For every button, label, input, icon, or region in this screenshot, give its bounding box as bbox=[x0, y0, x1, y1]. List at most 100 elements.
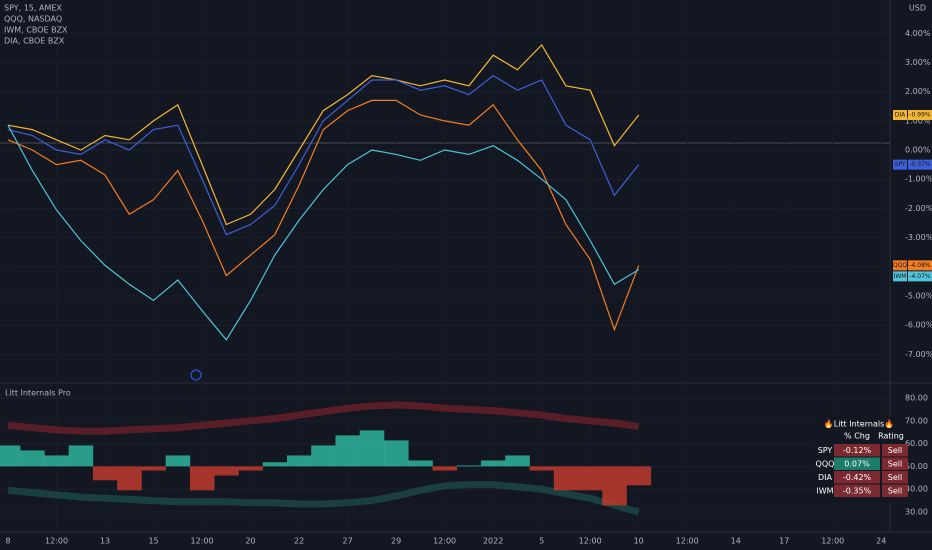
band-line bbox=[7, 401, 640, 435]
histogram-bar bbox=[432, 466, 458, 471]
indicator-title: Litt Internals Pro bbox=[5, 389, 71, 398]
table-header: Rating bbox=[878, 432, 904, 441]
legend-entry: DIA, CBOE BZX bbox=[4, 37, 65, 46]
histogram-bar bbox=[383, 440, 409, 467]
x-tick-label: 5 bbox=[539, 537, 544, 546]
histogram-bar bbox=[0, 445, 21, 467]
table-cell-bg bbox=[834, 457, 880, 470]
histogram-bar bbox=[626, 466, 652, 486]
x-tick-label: 20 bbox=[245, 537, 255, 546]
badge-value: -0.99% bbox=[909, 112, 931, 119]
badge-name-bg bbox=[893, 260, 907, 271]
axis-unit: USD bbox=[909, 4, 926, 13]
y-tick-label: -5.00% bbox=[905, 292, 932, 301]
histogram-bar bbox=[335, 435, 361, 467]
badge-value-bg bbox=[908, 159, 932, 170]
table-cell: QQQ bbox=[816, 460, 835, 469]
x-tick-label: 12:00 bbox=[579, 537, 602, 546]
legend-entry: SPY, 15, AMEX bbox=[4, 4, 62, 13]
histogram-bar bbox=[20, 450, 45, 467]
x-tick-label: 13 bbox=[100, 537, 110, 546]
x-tick-label: 17 bbox=[779, 537, 789, 546]
histogram-bar bbox=[578, 466, 603, 491]
x-tick-label: 24 bbox=[876, 537, 886, 546]
histogram-bar bbox=[44, 455, 69, 467]
series-line bbox=[7, 99, 640, 332]
table-cell-bg bbox=[882, 484, 908, 497]
histogram-bar bbox=[92, 466, 118, 481]
histogram-bar bbox=[456, 465, 482, 467]
table-cell: Sell bbox=[888, 446, 902, 455]
price-badge: DIA -0.99% bbox=[893, 110, 932, 121]
histogram-bar bbox=[529, 466, 555, 471]
x-tick-label: 14 bbox=[731, 537, 741, 546]
y-tick-label: -3.00% bbox=[905, 233, 932, 242]
histogram-bar bbox=[553, 466, 579, 491]
table-cell: DIA bbox=[818, 473, 833, 482]
badge-name-bg bbox=[893, 110, 907, 121]
dividend-marker bbox=[190, 369, 202, 381]
table-cell-bg bbox=[882, 457, 908, 470]
y-tick-label: 1.00% bbox=[905, 116, 931, 125]
table-cell: Sell bbox=[888, 460, 902, 469]
histogram-bar bbox=[286, 455, 312, 467]
y-tick-label: -6.00% bbox=[905, 321, 932, 330]
table-cell: -0.12% bbox=[843, 446, 872, 455]
table-cell: IWM bbox=[816, 487, 833, 496]
y-tick-label: 50.00 bbox=[905, 462, 928, 471]
histogram-bar bbox=[214, 466, 239, 476]
band-line bbox=[7, 481, 640, 516]
table-cell-bg bbox=[834, 444, 880, 457]
histogram-bar bbox=[359, 430, 385, 467]
table-cell: 0.07% bbox=[844, 460, 870, 469]
y-tick-label: -2.00% bbox=[905, 204, 932, 213]
badge-name: SPY bbox=[895, 161, 906, 168]
x-tick-label: 2022 bbox=[483, 537, 503, 546]
y-tick-label: -1.00% bbox=[905, 175, 932, 184]
legend-entry: IWM, CBOE BZX bbox=[4, 26, 68, 35]
x-tick-label: 27 bbox=[343, 537, 353, 546]
y-tick-label: 30.00 bbox=[905, 507, 928, 516]
badge-name: DIA bbox=[895, 112, 906, 119]
table-cell-bg bbox=[882, 471, 908, 484]
histogram-bar bbox=[165, 455, 191, 467]
series-line bbox=[7, 44, 640, 226]
x-tick-label: 12:00 bbox=[191, 537, 214, 546]
y-tick-label: 2.00% bbox=[905, 87, 931, 96]
badge-value: -4.07% bbox=[909, 273, 931, 280]
histogram-bar bbox=[117, 466, 142, 491]
series-line bbox=[7, 74, 640, 236]
badge-name-bg bbox=[893, 271, 907, 282]
price-badge: QQQ -4.08% bbox=[893, 260, 932, 271]
legend-entry: QQQ, NASDAQ bbox=[4, 15, 62, 24]
table-cell: SPY bbox=[818, 446, 833, 455]
price-badge: SPY -0.37% bbox=[893, 159, 932, 170]
table-title: 🔥Litt Internals🔥 bbox=[824, 419, 894, 429]
histogram-bar bbox=[141, 466, 166, 471]
histogram-bar bbox=[311, 445, 336, 467]
badge-value-bg bbox=[908, 271, 932, 282]
histogram-bar bbox=[602, 466, 627, 506]
histogram-bar bbox=[505, 455, 530, 467]
table-cell: -0.35% bbox=[843, 487, 872, 496]
table-cell: Sell bbox=[888, 487, 902, 496]
table-cell: -0.42% bbox=[843, 473, 872, 482]
badge-value: -4.08% bbox=[909, 262, 931, 269]
x-tick-label: 29 bbox=[391, 537, 401, 546]
table-cell-bg bbox=[834, 471, 880, 484]
x-tick-label: 12:00 bbox=[821, 537, 844, 546]
badge-value-bg bbox=[908, 260, 932, 271]
y-tick-label: 3.00% bbox=[905, 58, 931, 67]
x-tick-label: 22 bbox=[294, 537, 304, 546]
histogram-bar bbox=[481, 460, 506, 467]
badge-value-bg bbox=[908, 110, 932, 121]
histogram-bar bbox=[408, 460, 433, 467]
histogram-bar bbox=[262, 462, 288, 467]
x-tick-label: 10 bbox=[634, 537, 644, 546]
table-cell-bg bbox=[882, 444, 908, 457]
histogram-bar bbox=[68, 445, 94, 467]
badge-name: IWM bbox=[894, 273, 907, 280]
x-tick-label: 12:00 bbox=[433, 537, 456, 546]
badge-value: -0.37% bbox=[909, 161, 931, 168]
